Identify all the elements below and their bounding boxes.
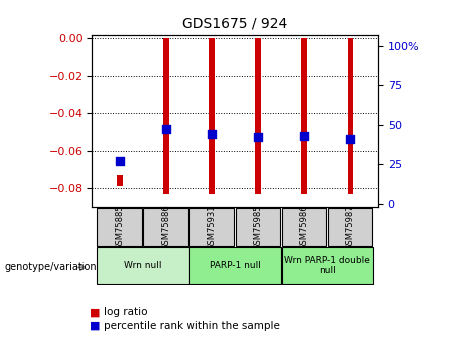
FancyBboxPatch shape	[328, 208, 372, 246]
Bar	[301, 38, 307, 194]
Bar	[117, 175, 123, 186]
Bar	[209, 38, 215, 194]
Text: log ratio: log ratio	[104, 307, 147, 317]
Title: GDS1675 / 924: GDS1675 / 924	[183, 17, 288, 31]
Bar	[163, 38, 169, 194]
Text: Wrn null: Wrn null	[124, 261, 162, 270]
FancyBboxPatch shape	[282, 208, 326, 246]
Text: GSM75985: GSM75985	[254, 204, 263, 249]
Point	[208, 131, 216, 137]
Bar	[348, 38, 353, 194]
FancyBboxPatch shape	[282, 247, 373, 284]
FancyBboxPatch shape	[97, 208, 142, 246]
Text: GSM75987: GSM75987	[346, 204, 355, 250]
Text: Wrn PARP-1 double
null: Wrn PARP-1 double null	[284, 256, 370, 275]
Text: GSM75986: GSM75986	[300, 204, 309, 250]
Point	[301, 133, 308, 139]
Text: PARP-1 null: PARP-1 null	[210, 261, 260, 270]
FancyBboxPatch shape	[97, 247, 189, 284]
Bar	[255, 38, 261, 194]
Text: GSM75931: GSM75931	[207, 204, 217, 249]
Text: ■: ■	[90, 321, 100, 331]
Text: GSM75886: GSM75886	[161, 204, 171, 250]
FancyBboxPatch shape	[189, 208, 234, 246]
Text: ■: ■	[90, 307, 100, 317]
Point	[254, 135, 262, 140]
Text: percentile rank within the sample: percentile rank within the sample	[104, 321, 280, 331]
FancyBboxPatch shape	[189, 247, 281, 284]
Text: genotype/variation: genotype/variation	[5, 263, 97, 272]
Point	[347, 136, 354, 142]
FancyBboxPatch shape	[143, 208, 188, 246]
Point	[162, 127, 170, 132]
FancyBboxPatch shape	[236, 208, 280, 246]
Point	[116, 158, 124, 164]
Text: GSM75885: GSM75885	[115, 204, 124, 250]
